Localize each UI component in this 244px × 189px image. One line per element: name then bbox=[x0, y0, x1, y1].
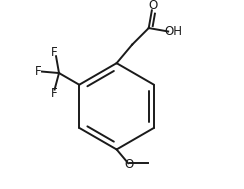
Text: OH: OH bbox=[165, 25, 183, 38]
Text: F: F bbox=[50, 87, 57, 100]
Text: F: F bbox=[35, 64, 42, 77]
Text: F: F bbox=[51, 46, 58, 59]
Text: O: O bbox=[124, 158, 134, 171]
Text: O: O bbox=[148, 0, 157, 12]
